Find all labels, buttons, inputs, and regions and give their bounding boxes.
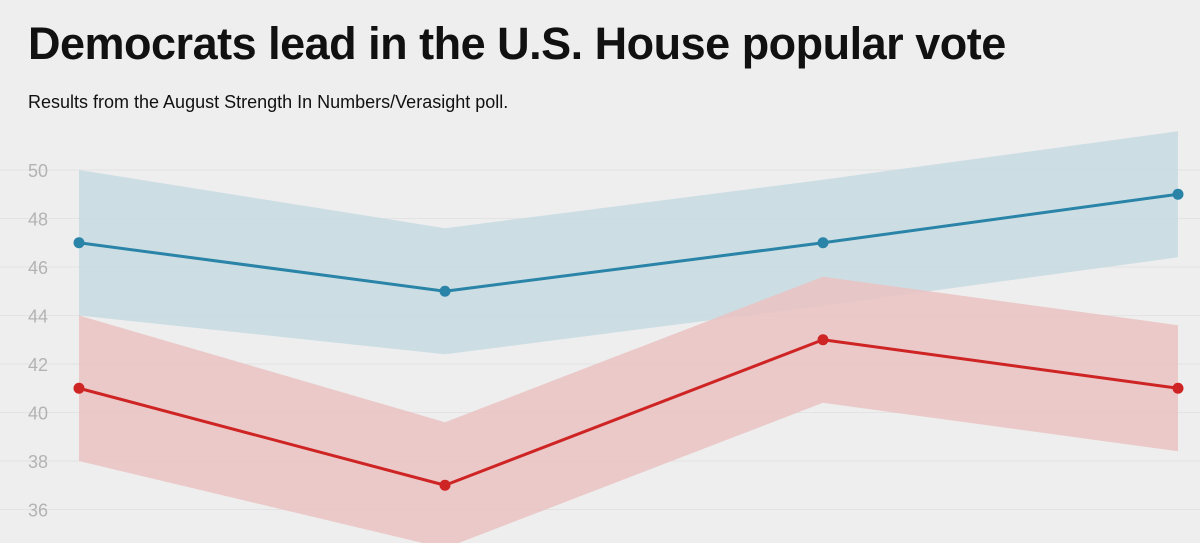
point-layer [73, 188, 1184, 491]
republicans-point-4 [1172, 382, 1184, 394]
republicans-point-2 [439, 479, 451, 491]
democrats-point-4 [1172, 188, 1184, 200]
republicans-point-3 [817, 334, 829, 346]
chart-subtitle: Results from the August Strength In Numb… [28, 92, 509, 112]
tick-layer: 36 38 40 42 44 46 48 50 [28, 161, 48, 521]
y-tick-label-38: 38 [28, 452, 48, 472]
y-tick-label-42: 42 [28, 355, 48, 375]
y-tick-label-50: 50 [28, 161, 48, 181]
chart-title: Democrats lead in the U.S. House popular… [28, 18, 1006, 69]
y-tick-label-44: 44 [28, 307, 48, 327]
democrats-point-1 [73, 237, 85, 249]
republicans-band [79, 276, 1178, 543]
y-tick-label-40: 40 [28, 404, 48, 424]
democrats-band [79, 131, 1178, 355]
republicans-point-1 [73, 382, 85, 394]
republicans-line [78, 338, 1179, 487]
y-tick-label-46: 46 [28, 258, 48, 278]
y-tick-label-36: 36 [28, 501, 48, 521]
band-layer [79, 131, 1178, 543]
line-layer [78, 192, 1179, 487]
democrats-point-2 [439, 285, 451, 297]
y-tick-label-48: 48 [28, 210, 48, 230]
democrats-point-3 [817, 237, 829, 249]
democrats-line [78, 192, 1179, 293]
